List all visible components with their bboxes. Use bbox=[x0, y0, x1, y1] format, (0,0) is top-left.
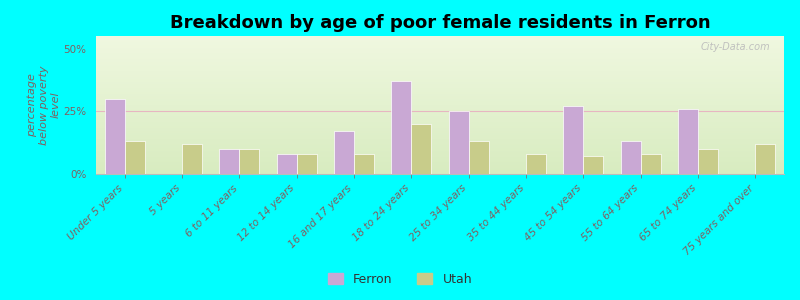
Bar bbox=[526, 154, 546, 174]
Title: Breakdown by age of poor female residents in Ferron: Breakdown by age of poor female resident… bbox=[170, 14, 710, 32]
Bar bbox=[469, 141, 489, 174]
Bar bbox=[182, 144, 202, 174]
Bar bbox=[563, 106, 583, 174]
Bar bbox=[277, 154, 297, 174]
Bar bbox=[583, 156, 603, 174]
Bar bbox=[449, 111, 469, 174]
Bar bbox=[641, 154, 661, 174]
Bar bbox=[755, 144, 775, 174]
Bar bbox=[678, 109, 698, 174]
Bar bbox=[391, 81, 411, 174]
Bar bbox=[219, 149, 239, 174]
Bar bbox=[334, 131, 354, 174]
Bar bbox=[698, 149, 718, 174]
Bar bbox=[125, 141, 145, 174]
Bar bbox=[105, 99, 125, 174]
Bar bbox=[297, 154, 317, 174]
Bar bbox=[239, 149, 259, 174]
Text: City-Data.com: City-Data.com bbox=[701, 41, 770, 52]
Legend: Ferron, Utah: Ferron, Utah bbox=[323, 268, 477, 291]
Y-axis label: percentage
below poverty
level: percentage below poverty level bbox=[27, 65, 60, 145]
Bar bbox=[621, 141, 641, 174]
Bar bbox=[354, 154, 374, 174]
Bar bbox=[411, 124, 431, 174]
